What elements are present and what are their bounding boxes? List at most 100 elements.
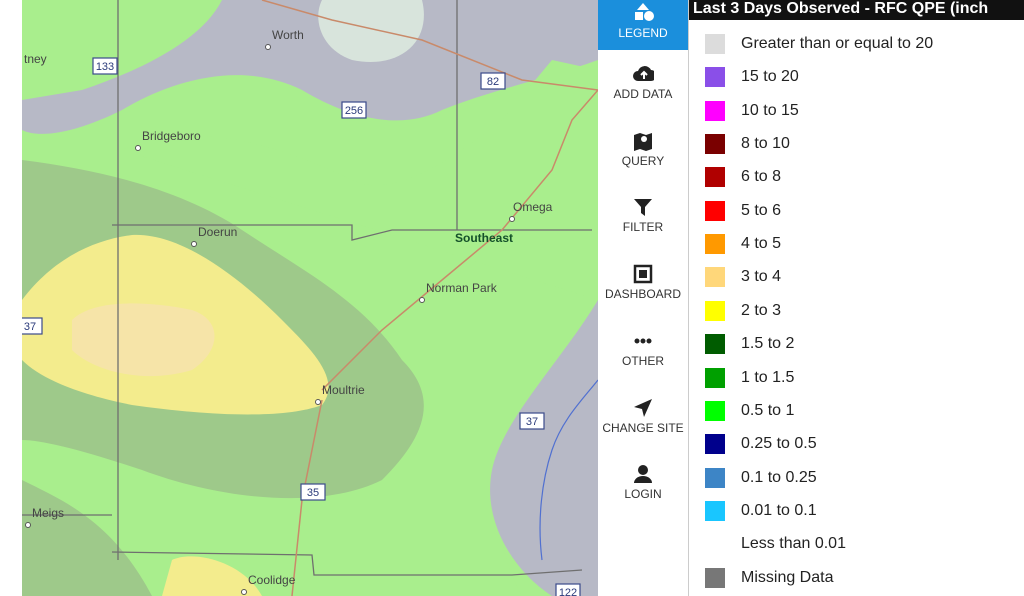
legend-label: Missing Data (741, 568, 834, 586)
legend-swatch (705, 300, 725, 321)
road-shield (519, 412, 545, 430)
legend-label: 0.1 to 0.25 (741, 468, 817, 486)
place-label: Meigs (32, 506, 64, 520)
road-shield (92, 57, 118, 75)
legend-swatch (705, 200, 725, 221)
place-label: Worth (272, 28, 304, 42)
sidebar-button[interactable]: CHANGE SITE (598, 391, 688, 457)
place-label: Coolidge (248, 573, 296, 587)
sidebar-button[interactable]: LOGIN (598, 457, 688, 523)
button-icon (633, 66, 654, 81)
road-shield-label: 35 (307, 487, 319, 499)
place-dot (25, 522, 31, 528)
yellow-area (162, 556, 262, 596)
legend-label: Greater than or equal to 20 (741, 35, 934, 52)
place-dot (315, 399, 321, 405)
legend-swatch (705, 367, 725, 388)
road-shield (480, 72, 506, 90)
legend-swatch (705, 34, 725, 54)
legend-panel: Last 3 Days Observed - RFC QPE (inch Gre… (688, 0, 1024, 596)
button-icon (634, 199, 652, 217)
tan-area (72, 303, 215, 377)
button-label: OTHER (622, 353, 664, 368)
button-label: QUERY (621, 153, 665, 168)
legend-swatch (705, 334, 725, 355)
sidebar-button[interactable]: FILTER (598, 190, 688, 256)
legend-label: 10 to 15 (741, 101, 799, 119)
place-label: Doerun (198, 225, 237, 239)
button-icon (634, 132, 652, 151)
road-shield-label: 37 (24, 321, 36, 333)
legend-label: 5 to 6 (741, 201, 782, 219)
gray-area (490, 300, 598, 596)
place-label: Omega (513, 200, 553, 214)
button-icon (634, 465, 652, 484)
place-label: Southeast (455, 231, 513, 245)
place-dot (191, 241, 197, 247)
green-area (122, 60, 598, 596)
legend-label: 6 to 8 (741, 168, 782, 186)
legend-title: Last 3 Days Observed - RFC QPE (inch (689, 0, 1024, 20)
legend-label: 0.01 to 0.1 (741, 501, 817, 519)
legend-swatch (705, 434, 725, 455)
dark-green-area (22, 480, 152, 596)
place-dot (241, 589, 247, 595)
legend-swatch (705, 467, 725, 488)
sidebar-button[interactable]: ADD DATA (598, 57, 688, 123)
sidebar-button[interactable]: QUERY (598, 124, 688, 190)
legend-label: Less than 0.01 (741, 535, 846, 553)
button-label: LOGIN (624, 487, 662, 502)
legend-swatch (705, 167, 725, 188)
legend-label: 8 to 10 (741, 135, 790, 153)
button-label: DASHBOARD (604, 287, 681, 302)
legend-label: 1.5 to 2 (741, 335, 795, 353)
button-icon (634, 338, 652, 344)
light-area (318, 0, 424, 62)
road-shield (22, 317, 43, 335)
legend-swatch (705, 400, 725, 421)
place-dot (509, 216, 515, 222)
sidebar-button[interactable]: OTHER (598, 324, 688, 390)
county-lines (22, 0, 592, 576)
sidebar-button[interactable]: LEGEND (598, 0, 688, 50)
legend-swatch (705, 567, 725, 588)
legend-label: 0.5 to 1 (741, 401, 795, 419)
road-shield (341, 101, 367, 119)
road-shield-label: 133 (96, 61, 114, 73)
place-dot (265, 44, 271, 50)
road-shield (555, 583, 581, 596)
legend-swatch (705, 267, 725, 288)
legend-swatch (705, 67, 725, 88)
place-dot (419, 297, 425, 303)
road-shield-label: 122 (559, 587, 577, 596)
road-shield-label: 256 (345, 105, 363, 117)
place-label: Moultrie (322, 383, 365, 397)
legend-swatch (705, 500, 725, 521)
place-label: Bridgeboro (142, 129, 201, 143)
legend-label: 0.25 to 0.5 (741, 435, 817, 453)
road-shield-label: 82 (487, 76, 499, 88)
legend-label: 1 to 1.5 (741, 368, 795, 386)
road-shield-label: 37 (526, 416, 538, 428)
button-label: FILTER (622, 220, 664, 235)
button-label: LEGEND (618, 26, 668, 40)
button-label: ADD DATA (613, 87, 673, 101)
legend-swatch (705, 134, 725, 155)
button-label: CHANGE SITE (602, 420, 684, 435)
place-label: Norman Park (426, 281, 498, 295)
button-icon (635, 3, 654, 21)
map: tney Worth Bridgeboro Doerun Omega Southeast N… (22, 0, 598, 596)
button-icon (634, 398, 652, 417)
sidebar: LEGEND ADD DATA QUERY FILTER DASHBOARD OTHER C… (598, 0, 688, 596)
legend-label: 2 to 3 (741, 301, 782, 319)
green-area (22, 0, 222, 100)
legend-label: 15 to 20 (741, 68, 799, 86)
road-shield (300, 483, 326, 501)
place-dot (135, 145, 141, 151)
legend-label: 3 to 4 (741, 268, 782, 286)
legend-swatch (705, 100, 725, 121)
place-label: tney (24, 52, 47, 66)
legend-label: 4 to 5 (741, 235, 782, 253)
sidebar-button[interactable]: DASHBOARD (598, 257, 688, 323)
